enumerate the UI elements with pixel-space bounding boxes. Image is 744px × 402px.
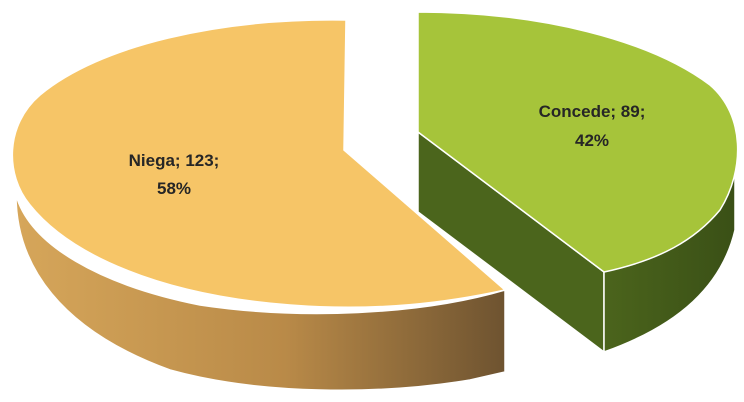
data-label-concede-line1: Concede; 89; [539,102,646,121]
pie-slice-niega-top [11,19,507,309]
pie-slice-concede [417,11,739,354]
data-label-concede: Concede; 89; 42% [539,102,646,150]
pie-slice-niega-side [15,194,506,391]
data-label-niega-line2: 58% [157,179,191,198]
data-label-niega: Niega; 123; 58% [129,151,220,198]
data-label-niega-line1: Niega; 123; [129,151,220,170]
data-label-concede-line2: 42% [575,131,609,150]
pie-slice-niega [11,19,507,391]
pie-slice-concede-top [417,11,739,273]
